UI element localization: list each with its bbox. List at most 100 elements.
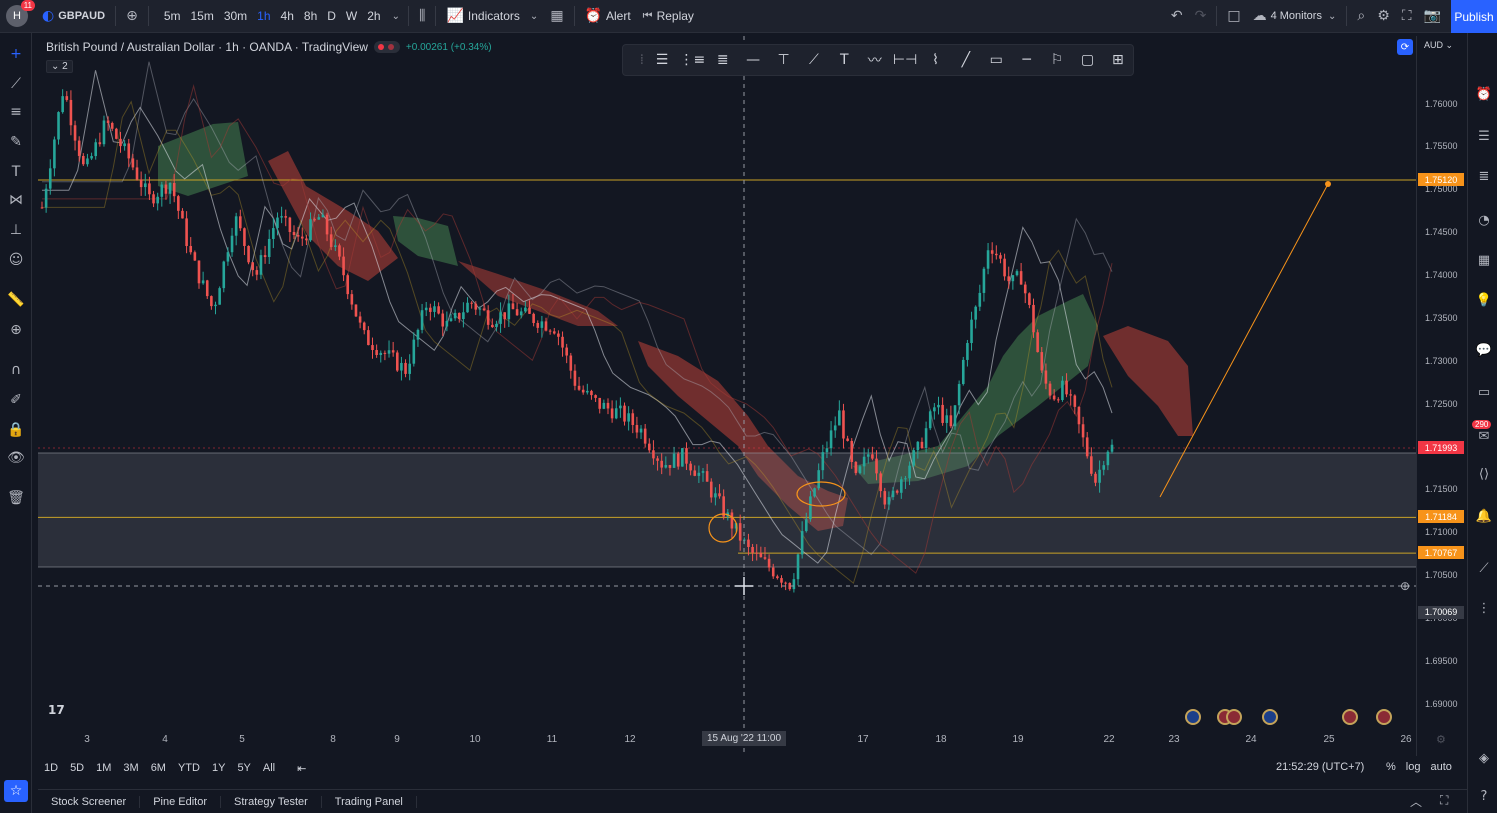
compare-symbol-button[interactable]: ⊕ bbox=[120, 0, 144, 33]
range-all[interactable]: All bbox=[262, 762, 276, 774]
chart-legend[interactable]: British Pound / Australian Dollar · 1h ·… bbox=[46, 40, 492, 54]
timeframe-1h[interactable]: 1h bbox=[257, 9, 271, 23]
vertical-line-icon[interactable]: ⊤ bbox=[777, 52, 790, 68]
range-icon[interactable]: ⊢⊣ bbox=[892, 52, 918, 68]
add-alert-icon[interactable]: ⊕ bbox=[1400, 579, 1411, 593]
ideas-icon[interactable]: 💡 bbox=[1475, 292, 1493, 308]
tab-pine-editor[interactable]: Pine Editor bbox=[140, 795, 222, 808]
highlight-circle-low[interactable] bbox=[708, 513, 738, 543]
notifications-icon[interactable]: 🔔 bbox=[1475, 508, 1493, 524]
tab-trading-panel[interactable]: Trading Panel bbox=[322, 795, 417, 808]
flag-icon[interactable]: ⚐ bbox=[1050, 52, 1064, 68]
currency-selector[interactable]: AUD ⌄ bbox=[1424, 40, 1454, 50]
messages-icon[interactable]: ✉ bbox=[1478, 428, 1490, 444]
uk-event-flag-icon-4[interactable] bbox=[1376, 709, 1392, 725]
publish-button[interactable]: Publish bbox=[1451, 0, 1497, 33]
regression-icon[interactable]: ⋮≡ bbox=[679, 52, 706, 68]
indicators-button[interactable]: 📈 Indicators ⌄ bbox=[446, 8, 539, 24]
timeframe-8h[interactable]: 8h bbox=[303, 9, 318, 23]
horizontal-line-icon[interactable]: ─ bbox=[1022, 52, 1031, 68]
range-1d[interactable]: 1D bbox=[44, 762, 59, 774]
symbol-title[interactable]: British Pound / Australian Dollar · 1h ·… bbox=[46, 40, 368, 54]
maximize-panel-icon[interactable]: ⛶ bbox=[1440, 793, 1449, 807]
ruler-icon[interactable]: 📏 bbox=[7, 292, 25, 308]
brush-icon[interactable]: ✎ bbox=[10, 134, 22, 150]
chat-icon[interactable]: 💬 bbox=[1475, 342, 1493, 358]
fib-retracement-icon[interactable]: ≡ bbox=[10, 104, 22, 120]
timeframe-5m[interactable]: 5m bbox=[163, 9, 181, 23]
monitors-button[interactable]: ☁ 4 Monitors ⌄ bbox=[1252, 8, 1337, 24]
magnet-icon[interactable]: ∩ bbox=[10, 362, 22, 378]
redo-button[interactable]: ↷ bbox=[1189, 0, 1213, 33]
auto-toggle[interactable]: auto bbox=[1430, 761, 1452, 773]
tab-stock-screener[interactable]: Stock Screener bbox=[38, 795, 141, 808]
prediction-icon[interactable]: ⊥ bbox=[9, 222, 23, 238]
au-event-flag-icon-2[interactable] bbox=[1262, 709, 1278, 725]
range-ytd[interactable]: YTD bbox=[177, 762, 200, 774]
text-icon[interactable]: T bbox=[11, 164, 21, 180]
chevron-down-icon[interactable]: ⌄ bbox=[391, 10, 400, 22]
axis-settings-icon[interactable]: ⚙ bbox=[1436, 734, 1446, 746]
parallel-channel-icon[interactable]: ☰ bbox=[655, 52, 669, 68]
dom-icon[interactable]: ⋮ bbox=[1477, 600, 1491, 616]
layout-button[interactable]: □ bbox=[1221, 0, 1246, 33]
pine-icon[interactable]: ⟨⟩ bbox=[1478, 466, 1490, 482]
clock-readout[interactable]: 21:52:29 (UTC+7) bbox=[1276, 761, 1365, 773]
pattern-icon[interactable]: ⋈ bbox=[9, 192, 23, 208]
streams-icon[interactable]: ▭ bbox=[1477, 384, 1491, 400]
timeframe-w[interactable]: W bbox=[345, 9, 358, 23]
chart-type-button[interactable]: ⫼ bbox=[413, 0, 431, 33]
alarm-clock-icon[interactable]: ⏰ bbox=[1475, 86, 1493, 102]
hotlist-icon[interactable]: ◔ bbox=[1478, 212, 1490, 228]
lock-icon[interactable]: 🔒 bbox=[7, 422, 25, 438]
price-axis[interactable]: 1.76000 1.75500 1.75000 1.74500 1.74000 1.735… bbox=[1416, 36, 1467, 756]
layers-icon[interactable]: ◈ bbox=[1479, 750, 1489, 766]
ray-icon[interactable]: ╱ bbox=[961, 52, 971, 68]
callout-icon[interactable]: ▭ bbox=[989, 52, 1003, 68]
grid-tool-icon[interactable]: ⊞ bbox=[1111, 52, 1124, 68]
range-3m[interactable]: 3M bbox=[123, 762, 139, 774]
range-1y[interactable]: 1Y bbox=[211, 762, 226, 774]
emoji-icon[interactable]: ☺ bbox=[8, 252, 24, 268]
templates-button[interactable]: ▦ bbox=[544, 0, 569, 33]
date-range-icon[interactable]: ⇤ bbox=[297, 761, 307, 775]
log-toggle[interactable]: log bbox=[1405, 761, 1421, 773]
uk-event-flag-icon-2[interactable] bbox=[1226, 709, 1242, 725]
calendar-icon[interactable]: ▦ bbox=[1477, 252, 1491, 268]
range-6m[interactable]: 6M bbox=[150, 762, 166, 774]
indicators-collapse-toggle[interactable]: ⌄ 2 bbox=[46, 60, 73, 73]
uk-event-flag-icon-3[interactable] bbox=[1342, 709, 1358, 725]
horizontal-ray-icon[interactable]: — bbox=[746, 52, 761, 68]
watchlist-icon[interactable]: ☰ bbox=[1478, 128, 1490, 144]
stay-drawing-icon[interactable]: ✐ bbox=[10, 392, 22, 408]
timeframe-d[interactable]: D bbox=[327, 9, 336, 23]
brush-tool-icon[interactable]: ⌇ bbox=[932, 52, 939, 68]
trend-icon[interactable]: ⟋ bbox=[1479, 560, 1489, 576]
highlight-circle-retest[interactable] bbox=[796, 481, 846, 507]
timeframe-30m[interactable]: 30m bbox=[223, 9, 248, 23]
settings-button[interactable]: ⚙ bbox=[1371, 0, 1396, 33]
au-event-flag-icon[interactable] bbox=[1185, 709, 1201, 725]
details-icon[interactable]: ≣ bbox=[1478, 168, 1490, 184]
alert-button[interactable]: ⏰ Alert bbox=[584, 8, 631, 24]
snapshot-button[interactable]: 📷 bbox=[1418, 0, 1447, 33]
search-button[interactable]: ⌕ bbox=[1351, 0, 1371, 33]
percent-toggle[interactable]: % bbox=[1386, 761, 1396, 773]
zoom-icon[interactable]: ⊕ bbox=[10, 322, 22, 338]
price-chart[interactable] bbox=[38, 36, 1416, 756]
range-5d[interactable]: 5D bbox=[70, 762, 85, 774]
timeframe-15m[interactable]: 15m bbox=[190, 9, 214, 23]
fullscreen-button[interactable]: ⛶ bbox=[1396, 0, 1418, 33]
trendline-icon[interactable]: ⟋ bbox=[11, 76, 21, 92]
time-axis[interactable]: 3 4 5 8 9 10 11 12 17 18 19 22 23 24 25 26 bbox=[38, 730, 1416, 750]
crosshair-icon[interactable]: + bbox=[10, 46, 22, 62]
undo-button[interactable]: ↶ bbox=[1165, 0, 1189, 33]
hide-icon[interactable]: 👁 bbox=[7, 450, 25, 466]
trend-line-icon[interactable]: ⟋ bbox=[809, 52, 819, 68]
tab-strategy-tester[interactable]: Strategy Tester bbox=[221, 795, 322, 808]
timeframe-4h[interactable]: 4h bbox=[280, 9, 294, 23]
sync-icon[interactable]: ⟳ bbox=[1397, 39, 1413, 55]
help-icon[interactable]: ? bbox=[1480, 788, 1488, 804]
range-1m[interactable]: 1M bbox=[96, 762, 112, 774]
symbol-search-button[interactable]: ◐ GBPAUD bbox=[42, 8, 106, 24]
